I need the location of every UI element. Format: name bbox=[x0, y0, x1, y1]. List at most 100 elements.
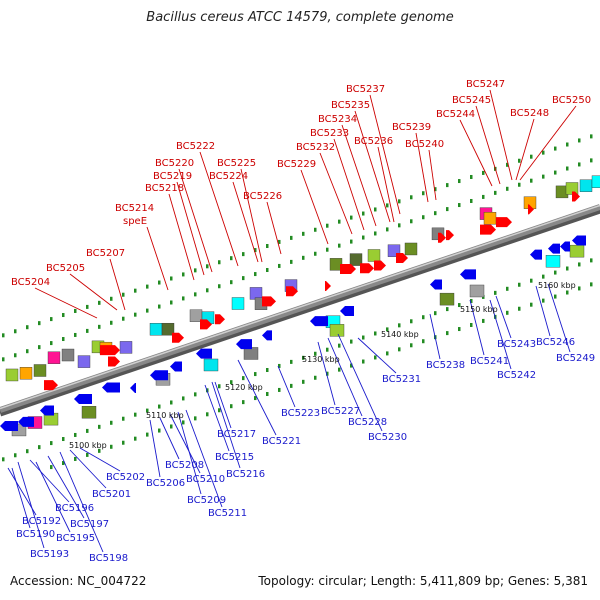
gene-label-BC5236: BC5236 bbox=[354, 136, 393, 147]
track-dot bbox=[566, 166, 569, 171]
scale-tick-label: 5140 kbp bbox=[381, 330, 419, 339]
track-dot bbox=[446, 207, 449, 212]
leader-line bbox=[17, 461, 45, 549]
track-dot bbox=[110, 420, 113, 425]
track-dot bbox=[74, 456, 77, 461]
track-dot bbox=[506, 310, 509, 315]
track-dot bbox=[590, 134, 593, 139]
leader-line bbox=[211, 381, 241, 469]
leader-line bbox=[337, 333, 383, 432]
track-dot bbox=[542, 298, 545, 303]
leader-line bbox=[214, 381, 232, 429]
track-dot bbox=[14, 353, 17, 358]
gene-label-BC5247: BC5247 bbox=[466, 79, 505, 90]
forward-gene-arrow bbox=[446, 230, 454, 241]
track-dot bbox=[242, 276, 245, 281]
feature-box bbox=[5, 368, 19, 382]
track-dot bbox=[266, 244, 269, 249]
track-dot bbox=[134, 436, 137, 441]
gene-label-BC5237: BC5237 bbox=[346, 84, 385, 95]
feature-box bbox=[483, 212, 497, 225]
gene-label-BC5235: BC5235 bbox=[331, 100, 370, 111]
leader-line bbox=[333, 138, 365, 231]
track-dot bbox=[290, 359, 293, 364]
track-dot bbox=[242, 252, 245, 257]
track-dot bbox=[278, 263, 281, 268]
gene-label-BC5223: BC5223 bbox=[281, 408, 320, 419]
forward-gene-arrow bbox=[480, 224, 496, 235]
reverse-gene-arrow bbox=[236, 339, 252, 350]
gene-label-BC5250: BC5250 bbox=[552, 95, 591, 106]
leader-line bbox=[489, 89, 513, 181]
gene-label-BC5226: BC5226 bbox=[243, 191, 282, 202]
gene-label-BC5238: BC5238 bbox=[426, 360, 465, 371]
track-dot bbox=[458, 303, 461, 308]
forward-gene-arrow bbox=[200, 319, 212, 330]
forward-gene-arrow bbox=[360, 263, 374, 274]
label-leaders bbox=[7, 89, 577, 553]
track-dot bbox=[170, 300, 173, 305]
gene-label-BC5225: BC5225 bbox=[217, 158, 256, 169]
track-dot bbox=[482, 194, 485, 199]
track-dot bbox=[266, 368, 269, 373]
forward-gene-arrow bbox=[438, 232, 446, 243]
gene-label-BC5190: BC5190 bbox=[16, 529, 55, 540]
feature-box bbox=[119, 341, 133, 354]
track-dot bbox=[458, 179, 461, 184]
feature-box bbox=[47, 351, 61, 364]
gene-label-BC5202: BC5202 bbox=[106, 472, 145, 483]
scale-tick-label: 5160 kbp bbox=[538, 281, 576, 290]
track-dot bbox=[86, 452, 89, 457]
gene-label-BC5205: BC5205 bbox=[46, 263, 85, 274]
track-dot bbox=[158, 280, 161, 285]
reverse-gene-arrow bbox=[430, 279, 442, 290]
track-dot bbox=[434, 187, 437, 192]
track-dot bbox=[302, 231, 305, 236]
reverse-gene-arrow bbox=[572, 235, 586, 246]
gene-label-BC5246: BC5246 bbox=[536, 337, 575, 348]
track-dot bbox=[242, 376, 245, 381]
track-dot bbox=[446, 183, 449, 188]
track-dot bbox=[26, 349, 29, 354]
track-dot bbox=[422, 315, 425, 320]
track-dot bbox=[62, 337, 65, 342]
leader-line bbox=[489, 299, 512, 370]
gene-label-BC5229: BC5229 bbox=[277, 159, 316, 170]
track-dot bbox=[482, 318, 485, 323]
track-dot bbox=[410, 319, 413, 324]
track-dot bbox=[530, 302, 533, 307]
leader-line bbox=[59, 451, 104, 553]
forward-gene-arrow bbox=[44, 380, 58, 391]
track-dot bbox=[494, 290, 497, 295]
track-dot bbox=[50, 317, 53, 322]
leader-line bbox=[29, 459, 70, 503]
feature-box bbox=[569, 244, 585, 258]
gene-label-BC5219: BC5219 bbox=[153, 171, 192, 182]
gene-label-BC5244: BC5244 bbox=[436, 109, 475, 120]
track-dot bbox=[50, 441, 53, 446]
track-dot bbox=[566, 290, 569, 295]
track-dot bbox=[302, 355, 305, 360]
track-dot bbox=[26, 449, 29, 454]
leader-line bbox=[277, 365, 296, 408]
track-dot bbox=[326, 371, 329, 376]
leader-line bbox=[34, 287, 98, 319]
track-dot bbox=[206, 412, 209, 417]
track-dot bbox=[110, 320, 113, 325]
track-dot bbox=[530, 178, 533, 183]
gene-label-BC5230: BC5230 bbox=[368, 432, 407, 443]
feature-box bbox=[329, 324, 345, 337]
track-dot bbox=[374, 207, 377, 212]
leader-line bbox=[377, 146, 395, 223]
leader-line bbox=[169, 413, 201, 474]
track-dot bbox=[386, 203, 389, 208]
track-dot bbox=[506, 186, 509, 191]
leader-line bbox=[415, 132, 429, 203]
track-dot bbox=[86, 328, 89, 333]
track-dot bbox=[170, 424, 173, 429]
scale-tick-label: 5150 kbp bbox=[460, 305, 498, 314]
track-dot bbox=[422, 339, 425, 344]
feature-box bbox=[591, 175, 600, 188]
track-dot bbox=[38, 345, 41, 350]
track-dot bbox=[566, 266, 569, 271]
